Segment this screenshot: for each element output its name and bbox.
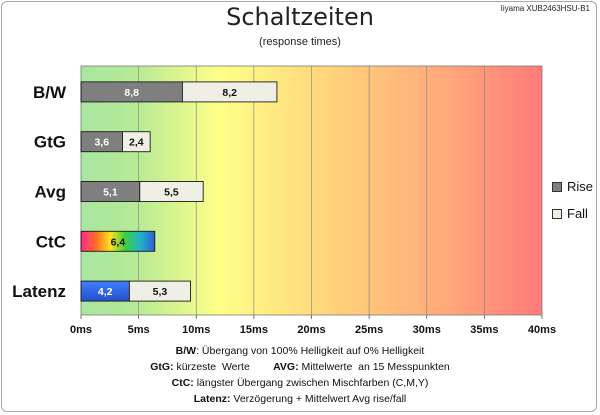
chart-subtitle: (response times) <box>259 36 341 48</box>
bar-label-rise: 8,8 <box>124 87 139 99</box>
y-category-label: CtC <box>36 232 66 251</box>
bar-label-fall: 8,2 <box>222 87 237 99</box>
legend-item-rise: Rise <box>552 179 593 194</box>
legend-item-fall: Fall <box>552 206 588 221</box>
note-gtg-avg: GtG: kürzeste Werte AVG: Mittelwerte an … <box>150 361 450 373</box>
legend-swatch-rise <box>552 181 562 192</box>
bar-label-fall: 2,4 <box>129 137 144 149</box>
bar-label-fall: 5,5 <box>164 187 179 199</box>
x-tick-label: 20ms <box>297 324 325 336</box>
x-tick-label: 15ms <box>240 324 268 336</box>
y-category-label: Latenz <box>12 282 66 301</box>
legend-swatch-fall <box>552 208 562 219</box>
bar-fall <box>181 81 278 103</box>
x-tick-label: 10ms <box>182 324 210 336</box>
bar-fall <box>128 280 191 302</box>
bar-label-rise: 3,6 <box>94 137 109 149</box>
x-tick-label: 5ms <box>128 324 150 336</box>
bar-label-latency: 4,2 <box>98 286 113 298</box>
legend-label-rise: Rise <box>567 179 594 194</box>
chart-title: Schaltzeiten <box>226 3 374 31</box>
x-tick-label: 30ms <box>413 324 441 336</box>
x-tick-label: 25ms <box>355 324 383 336</box>
bar-fall <box>139 181 204 202</box>
monitor-model: Iiyama XUB2463HSU-B1 <box>500 4 590 13</box>
bar-ctc <box>80 230 156 252</box>
note-bw: B/W: Übergang von 100% Helligkeit auf 0%… <box>175 345 425 357</box>
y-category-label: Avg <box>35 183 67 202</box>
bar-label-ctc: 6,4 <box>111 236 126 248</box>
y-category-label: B/W <box>33 83 67 102</box>
bar-fall <box>122 131 151 153</box>
x-tick-label: 40ms <box>528 324 556 336</box>
y-category-label: GtG <box>34 133 66 152</box>
bar-label-rise: 5,1 <box>103 187 118 199</box>
x-tick-label: 35ms <box>470 324 498 336</box>
x-tick-label: 0ms <box>70 324 92 336</box>
legend-label-fall: Fall <box>567 206 588 221</box>
note-latenz: Latenz: Verzögerung + Mittelwert Avg ris… <box>193 393 407 405</box>
chart-notes: B/W: Übergang von 100% Helligkeit auf 0%… <box>0 343 600 407</box>
note-ctc: CtC: längster Übergang zwischen Mischfar… <box>171 377 429 389</box>
bar-label-fall: 5,3 <box>153 286 168 298</box>
